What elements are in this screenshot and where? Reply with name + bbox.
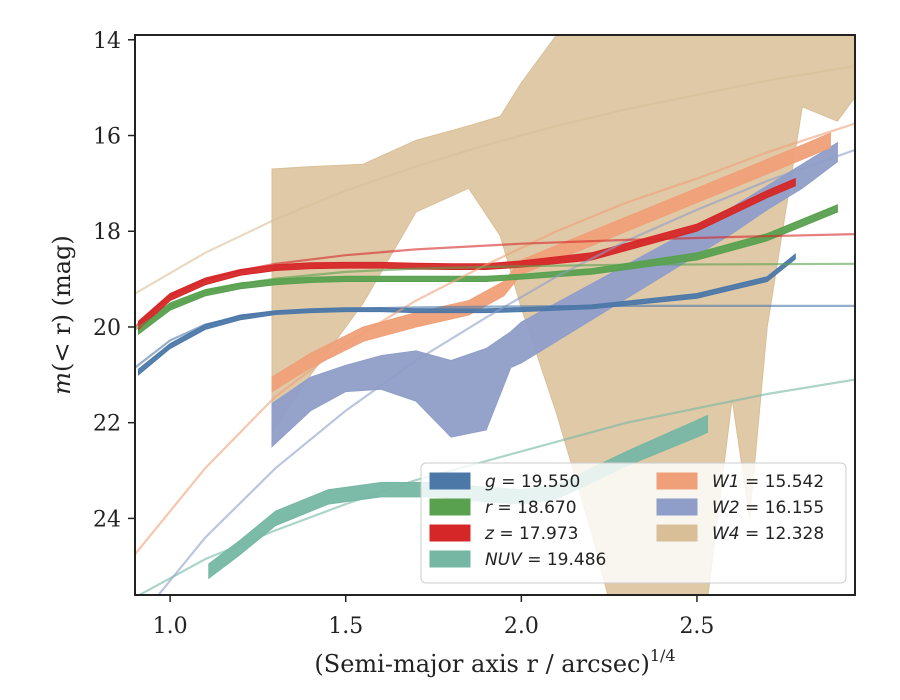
band-r [138,204,838,336]
x-tick-label: 1.5 [328,614,363,639]
x-tick-label: 2.5 [679,614,714,639]
legend-entry-nuv: NUV = 19.486 [485,550,606,570]
x-tick-label: 1.0 [153,614,188,639]
y-axis-title: m(< r) (mag) [48,235,76,395]
legend-swatch-g [429,472,471,490]
model-curve-z [135,233,855,329]
x-axis-title-exponent: 1/4 [650,646,676,665]
y-axis-ticks: 14 16 18 20 22 24 [93,29,135,532]
legend-swatch-w2 [656,498,698,516]
legend: g = 19.550 r = 18.670 z = 17.973 NUV = 19.4… [420,462,847,584]
legend-entry-z: z = 17.973 [484,524,578,544]
y-tick-label: 24 [93,507,121,532]
plot-frame [134,34,856,596]
y-tick-label: 18 [93,220,121,245]
legend-entry-r: r = 18.670 [485,498,577,518]
x-tick-label: 2.0 [504,614,539,639]
model-curve-w1 [135,122,855,556]
x-axis-ticks: 1.0 1.5 2.0 2.5 [153,595,714,639]
legend-swatch-r [429,498,471,516]
legend-entry-w1: W1 = 15.542 [712,472,824,492]
legend-swatch-z [429,524,471,542]
legend-swatch-w1 [656,472,698,490]
legend-entry-w4: W4 = 12.328 [712,524,824,544]
model-curve-g [135,304,855,369]
legend-box [420,462,847,584]
legend-entry-g: g = 19.550 [485,472,580,492]
model-curves [135,64,855,595]
band-z [138,177,796,331]
band-w2 [271,141,838,448]
y-tick-label: 22 [93,412,121,437]
model-curve-r [135,262,855,331]
y-tick-label: 20 [93,316,121,341]
legend-swatch-nuv [429,550,471,568]
band-g [138,253,796,376]
model-curve-w2 [156,148,855,595]
model-curve-w4 [135,64,855,295]
model-curve-nuv [137,378,855,595]
legend-swatch-w4 [656,524,698,542]
legend-entry-w2: W2 = 16.155 [712,498,824,518]
x-axis-title: (Semi-major axis r / arcsec)1/4 [314,646,675,678]
y-tick-label: 16 [93,125,121,150]
y-tick-label: 14 [93,29,121,54]
